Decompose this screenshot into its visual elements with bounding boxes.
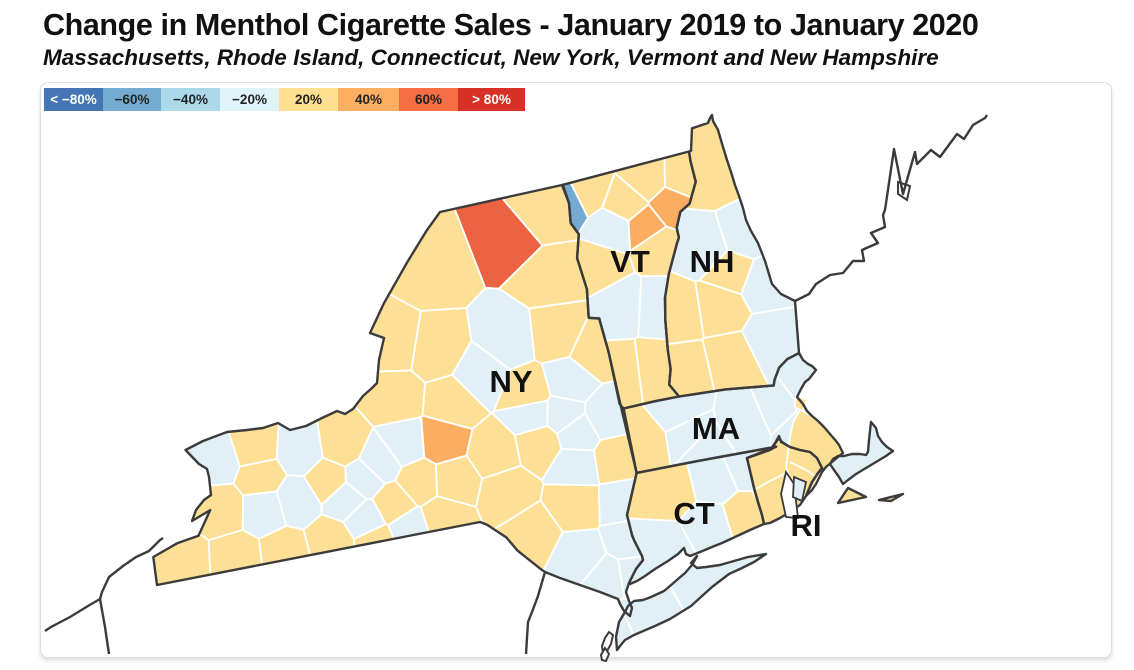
svg-text:RI: RI — [791, 508, 822, 543]
svg-text:MA: MA — [692, 411, 740, 446]
svg-text:NH: NH — [690, 244, 735, 279]
svg-text:VT: VT — [610, 244, 650, 279]
svg-text:NY: NY — [489, 364, 532, 399]
svg-text:CT: CT — [673, 496, 714, 531]
